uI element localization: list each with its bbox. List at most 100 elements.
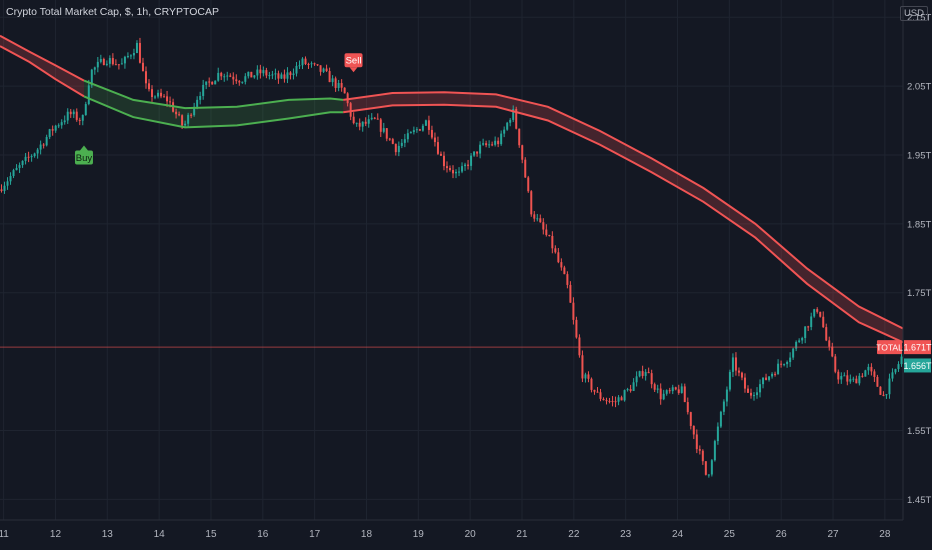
candle-body <box>9 176 12 182</box>
x-tick-label: 26 <box>776 529 788 540</box>
candle-body <box>313 63 316 65</box>
candle-body <box>102 59 105 65</box>
candles <box>0 37 903 478</box>
signals: Buy Sell <box>74 53 363 165</box>
candle-body <box>298 65 301 67</box>
x-tick-label: 20 <box>465 529 477 540</box>
candle-body <box>72 111 75 115</box>
candle-body <box>581 355 584 379</box>
candle-body <box>485 143 488 146</box>
x-tick-label: 14 <box>154 529 166 540</box>
candle-body <box>479 144 482 154</box>
ma-band-lower-line <box>343 103 904 344</box>
candle-body <box>147 83 150 90</box>
candle-body <box>566 274 569 285</box>
candle-body <box>108 58 111 64</box>
series-label-badge <box>877 340 902 355</box>
candle-body <box>765 377 768 380</box>
candle-body <box>659 388 662 400</box>
candle-body <box>837 371 840 380</box>
candle-body <box>792 348 795 358</box>
candle-body <box>626 389 629 391</box>
candle-body <box>196 99 199 107</box>
candle-body <box>229 75 232 77</box>
candle-body <box>310 63 313 65</box>
candle-body <box>704 461 707 475</box>
ma-band-upper-line <box>0 34 85 82</box>
candle-body <box>786 362 789 365</box>
x-axis-area <box>0 520 932 550</box>
candle-body <box>352 116 355 124</box>
candle-body <box>436 142 439 154</box>
x-tick-label: 15 <box>205 529 217 540</box>
candle-body <box>644 371 647 376</box>
candle-body <box>442 155 445 167</box>
y-tick-label: 1.45T <box>907 495 931 506</box>
candle-body <box>542 222 545 230</box>
candle-body <box>48 129 51 138</box>
candle-body <box>641 371 644 376</box>
currency-button[interactable]: USD <box>899 6 928 21</box>
candle-body <box>274 73 277 75</box>
candle-body <box>876 376 879 387</box>
candle-body <box>205 81 208 85</box>
candle-body <box>178 114 181 116</box>
candle-body <box>385 128 388 139</box>
candle-body <box>39 144 42 150</box>
candle-body <box>719 411 722 427</box>
candle-body <box>166 96 169 102</box>
candle-body <box>412 130 415 133</box>
candle-body <box>334 78 337 88</box>
candle-body <box>391 139 394 144</box>
candle-body <box>527 177 530 192</box>
candle-body <box>0 189 3 191</box>
candle-body <box>223 76 226 78</box>
candle-body <box>686 402 689 413</box>
candle-body <box>467 164 470 166</box>
chart-title: Crypto Total Market Cap, $, 1h, CRYPTOCA… <box>6 6 220 18</box>
candle-body <box>376 118 379 120</box>
candle-body <box>277 73 280 79</box>
candle-body <box>54 125 57 131</box>
candle-body <box>21 160 24 166</box>
candle-body <box>461 166 464 172</box>
candle-body <box>157 92 160 97</box>
candle-body <box>590 378 593 390</box>
candle-body <box>328 71 331 83</box>
candle-body <box>256 69 259 76</box>
candle-body <box>238 81 241 83</box>
candle-body <box>421 125 424 131</box>
y-tick-label: 2.05T <box>907 82 931 93</box>
candle-body <box>840 376 843 380</box>
candle-body <box>870 366 873 372</box>
candle-body <box>45 137 48 146</box>
candle-body <box>373 117 376 119</box>
candle-body <box>834 356 837 372</box>
candle-body <box>858 375 861 384</box>
candle-body <box>217 72 220 81</box>
candle-body <box>208 81 211 83</box>
candle-body <box>611 400 614 402</box>
candle-body <box>864 370 867 377</box>
candle-body <box>99 59 102 62</box>
candle-body <box>855 378 858 384</box>
x-tick-label: 27 <box>827 529 839 540</box>
candle-body <box>295 65 298 74</box>
candle-body <box>476 151 479 154</box>
candle-body <box>518 128 521 146</box>
ma-band-fill <box>0 35 903 343</box>
candle-body <box>602 398 605 401</box>
candle-body <box>12 170 15 177</box>
candle-body <box>900 356 903 365</box>
candle-body <box>756 392 759 396</box>
candle-body <box>117 64 120 66</box>
candle-body <box>638 371 641 377</box>
x-tick-label: 11 <box>0 529 9 540</box>
candle-body <box>114 64 117 66</box>
candle-body <box>141 62 144 72</box>
candle-body <box>662 393 665 400</box>
candle-body <box>120 63 123 65</box>
candle-body <box>491 144 494 146</box>
candle-body <box>746 388 749 393</box>
